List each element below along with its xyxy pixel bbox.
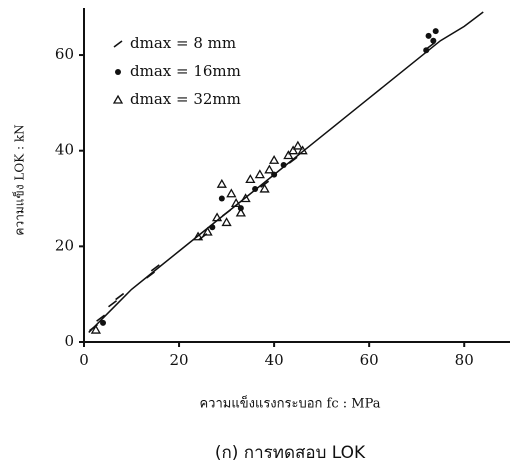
y-tick-label: 0 xyxy=(64,332,74,350)
point xyxy=(108,300,117,308)
point xyxy=(259,183,270,193)
caption: (ก) การทดสอบ LOK xyxy=(215,443,366,463)
point xyxy=(283,150,294,160)
legend-label: dmax = 8 mm xyxy=(130,34,236,52)
point xyxy=(221,217,232,227)
point xyxy=(202,226,213,236)
point xyxy=(252,185,259,192)
point xyxy=(115,69,121,75)
point xyxy=(254,169,265,179)
point xyxy=(425,32,432,39)
point xyxy=(245,174,256,184)
x-tick-label: 40 xyxy=(265,351,284,369)
point xyxy=(423,47,430,54)
point xyxy=(216,178,227,188)
point xyxy=(432,28,439,35)
x-tick-label: 0 xyxy=(79,351,89,369)
point xyxy=(235,207,246,217)
point xyxy=(292,140,303,150)
point xyxy=(112,94,124,104)
y-tick-label: 40 xyxy=(55,141,74,159)
y-tick-label: 20 xyxy=(55,236,74,254)
fit-line xyxy=(88,11,484,333)
point xyxy=(230,197,242,207)
point xyxy=(209,224,216,231)
y-axis-label: ความแข็ง LOK : kN xyxy=(12,124,27,235)
point xyxy=(150,264,160,272)
point xyxy=(218,195,225,202)
point xyxy=(264,164,275,174)
point xyxy=(146,271,156,279)
point xyxy=(100,319,107,326)
point xyxy=(288,156,298,164)
point xyxy=(113,40,123,48)
x-axis-label: ความแข็งแรงกระบอก fc : MPa xyxy=(199,394,380,412)
legend-label: dmax = 16mm xyxy=(130,62,241,80)
x-tick-label: 20 xyxy=(170,351,189,369)
point xyxy=(226,188,237,198)
point xyxy=(268,154,280,164)
point xyxy=(90,324,102,334)
point xyxy=(430,37,437,44)
y-tick-label: 60 xyxy=(55,45,74,63)
point xyxy=(222,209,232,217)
point xyxy=(280,162,287,169)
point xyxy=(211,212,223,222)
legend-label: dmax = 32mm xyxy=(130,90,241,108)
point xyxy=(115,292,125,301)
point xyxy=(297,145,308,155)
point xyxy=(288,145,299,155)
point xyxy=(192,231,204,241)
x-tick-label: 80 xyxy=(455,351,474,369)
point xyxy=(240,193,251,203)
x-tick-label: 60 xyxy=(360,351,379,369)
point xyxy=(96,314,106,322)
